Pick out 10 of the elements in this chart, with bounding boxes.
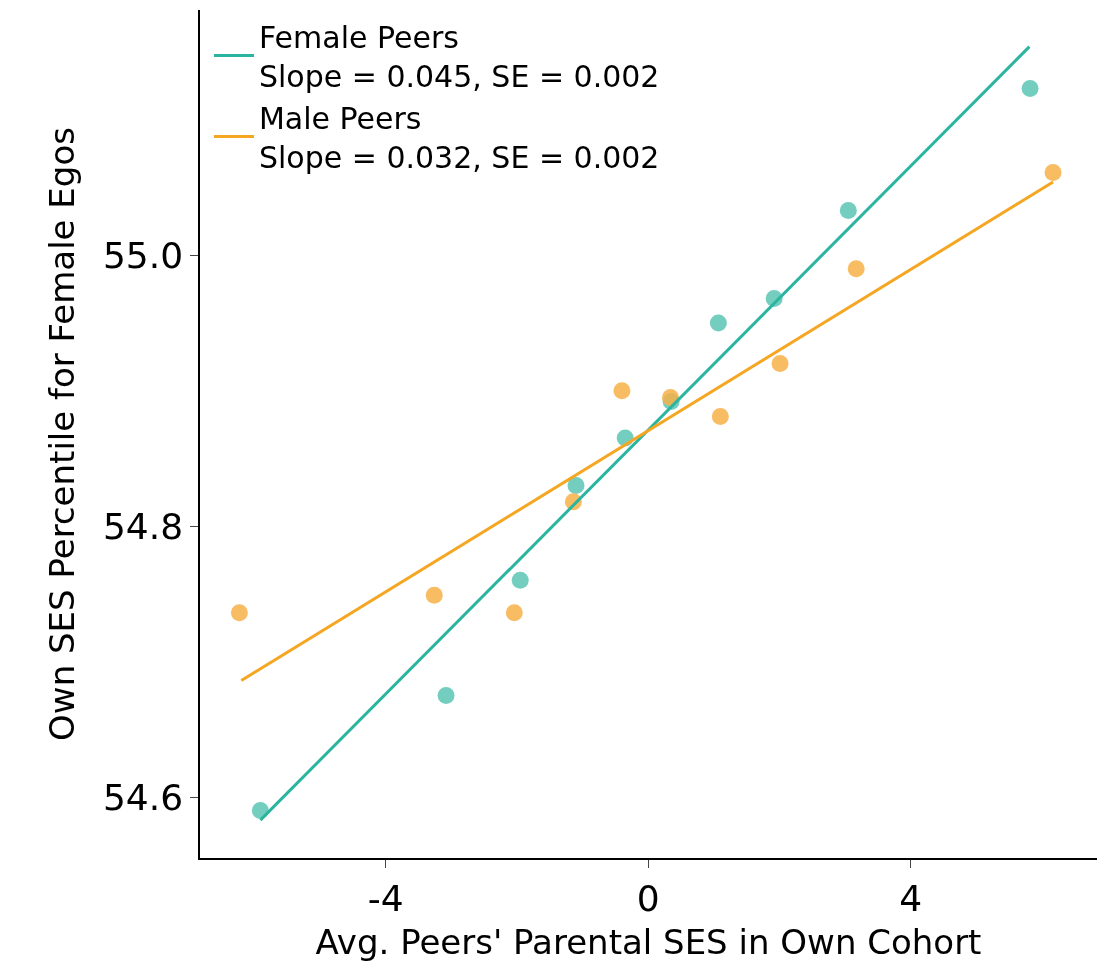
legend-label: Male Peers Slope = 0.032, SE = 0.002	[258, 100, 660, 175]
y-tick-label: 55.0	[102, 234, 184, 276]
x-tick-label: -4	[367, 877, 404, 919]
x-axis-title: Avg. Peers' Parental SES in Own Cohort	[315, 921, 982, 962]
x-tick-label: 0	[636, 877, 660, 919]
y-axis-title: Own SES Percentile for Female Egos	[41, 127, 82, 741]
y-tick-label: 54.6	[102, 776, 184, 818]
y-tick-label: 54.8	[102, 505, 184, 547]
legend-label: Female Peers Slope = 0.045, SE = 0.002	[258, 19, 660, 94]
x-tick-label: 4	[899, 877, 923, 919]
